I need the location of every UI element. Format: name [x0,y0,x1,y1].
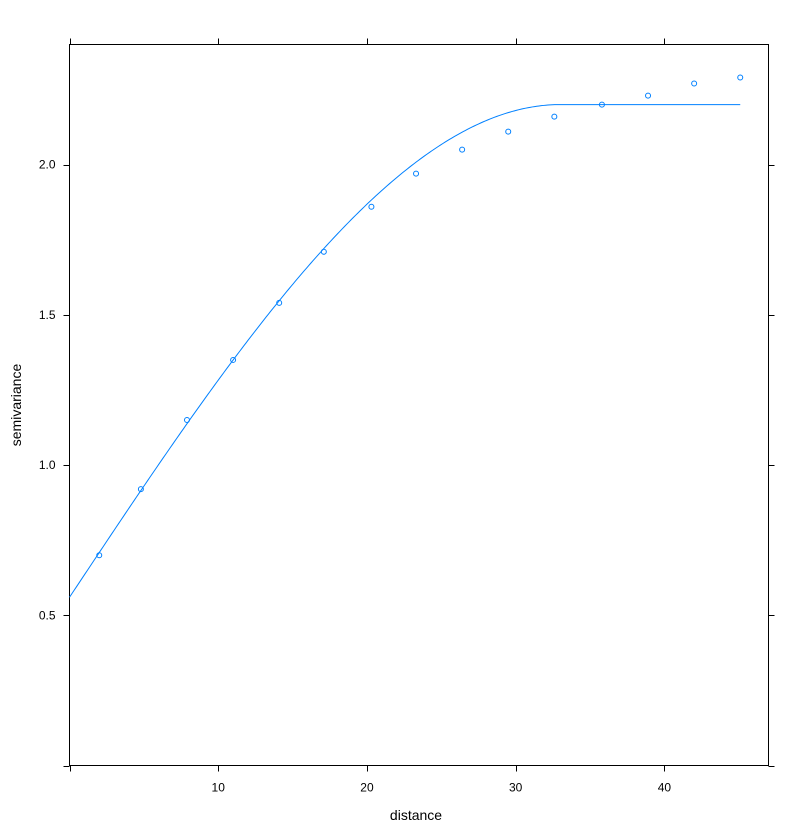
y-tick-label: 1.0 [39,458,56,472]
data-point [413,170,420,177]
y-axis-title: semivariance [8,364,24,447]
axis-ticks [63,38,775,772]
y-tick-label: 1.5 [39,308,56,322]
x-axis-title: distance [390,807,442,823]
x-tick-label: 20 [360,781,374,795]
x-tick-label: 40 [658,781,672,795]
data-point [183,417,190,424]
data-point [276,299,283,306]
y-tick-label: 2.0 [39,158,56,172]
data-point [368,203,375,210]
data-point [737,74,744,81]
data-point [598,101,605,108]
x-tick-label: 10 [212,781,226,795]
data-point [137,486,144,493]
data-point [691,80,698,87]
data-points [96,74,744,559]
data-point [230,356,237,363]
axis-tick-labels: 10 20 30 40 0.5 1.0 1.5 2.0 [39,158,672,795]
data-point [645,92,652,99]
x-tick-label: 30 [509,781,523,795]
data-point [459,146,466,153]
data-point [551,113,558,120]
data-point [96,552,103,559]
plot-frame [69,44,769,766]
fitted-model-line [69,104,741,598]
data-point [505,128,512,135]
y-tick-label: 0.5 [39,608,56,622]
data-point [320,248,327,255]
